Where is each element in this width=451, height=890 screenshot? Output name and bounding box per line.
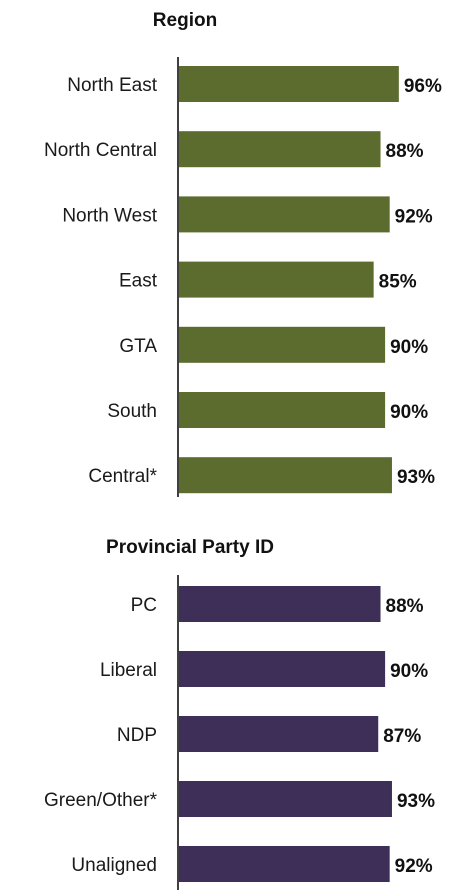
region-value-label: 88% [386, 141, 424, 162]
party-bar [179, 716, 379, 752]
region-category-label: Central* [88, 466, 157, 487]
party-bar [179, 781, 392, 817]
party-panel-title: Provincial Party ID [106, 537, 274, 558]
party-value-label: 87% [383, 726, 421, 747]
party-value-label: 88% [386, 596, 424, 617]
region-bar [179, 392, 386, 428]
region-category-label: GTA [119, 336, 157, 357]
party-category-label: PC [131, 595, 157, 616]
region-category-label: East [119, 271, 158, 292]
region-bar [179, 196, 390, 233]
region-bar [179, 131, 381, 168]
region-panel-title: Region [153, 10, 217, 31]
party-value-label: 90% [390, 661, 428, 682]
party-bar [179, 846, 390, 882]
region-panel: North East 96% North Central 88% North West 9… [44, 66, 442, 494]
party-value-label: 93% [397, 791, 435, 812]
party-bar [179, 586, 381, 622]
region-category-label: North West [62, 205, 157, 226]
party-category-label: Liberal [100, 660, 157, 681]
party-category-label: NDP [117, 725, 157, 746]
party-panel: PC 88% Liberal 90% NDP 87% Green/Other* 93% Unal… [44, 586, 435, 882]
region-category-label: South [107, 401, 157, 422]
region-bar [179, 457, 392, 494]
region-bar [179, 66, 399, 102]
party-category-label: Green/Other* [44, 790, 158, 811]
region-value-label: 85% [379, 272, 417, 293]
party-bar [179, 651, 386, 687]
region-value-label: 90% [390, 402, 428, 423]
region-bar [179, 326, 386, 363]
party-category-label: Unaligned [71, 855, 157, 876]
region-value-label: 92% [395, 206, 433, 227]
region-value-label: 90% [390, 337, 428, 358]
region-value-label: 96% [404, 76, 442, 97]
party-value-label: 92% [395, 856, 433, 877]
region-category-label: North Central [44, 140, 157, 161]
region-category-label: North East [67, 75, 157, 96]
region-value-label: 93% [397, 467, 435, 488]
region-bar [179, 261, 374, 298]
